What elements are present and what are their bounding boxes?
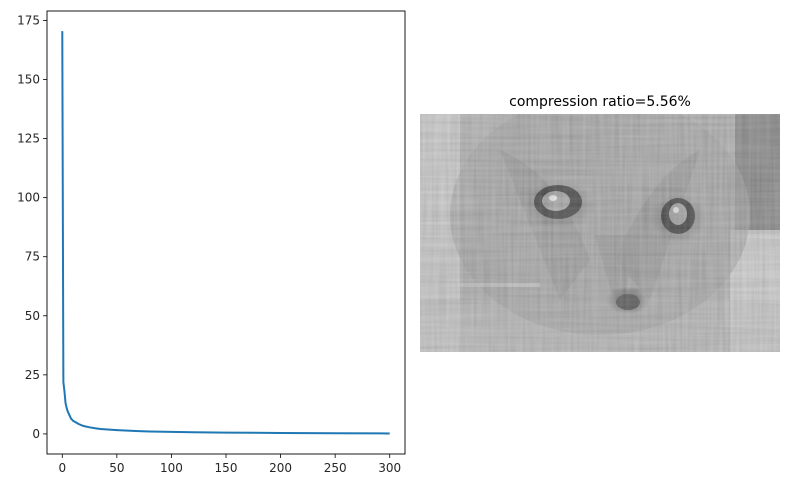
y-tick-label: 150 — [17, 73, 40, 87]
y-tick-label: 100 — [17, 191, 40, 205]
compression-title: compression ratio=5.56% — [509, 94, 691, 110]
singular-values-plot: 0 25 50 75 100 125 150 175 0 50 100 150 200 250 300 — [17, 10, 406, 475]
singular-values-line — [61, 31, 390, 435]
y-tick-label: 0 — [32, 427, 40, 441]
x-tick-label: 200 — [269, 461, 292, 475]
x-tick-label: 300 — [378, 461, 401, 475]
y-tick-label: 125 — [17, 132, 40, 146]
x-tick-label: 50 — [109, 461, 124, 475]
x-tick-label: 100 — [160, 461, 183, 475]
x-tick-label: 150 — [215, 461, 238, 475]
x-tick-label: 0 — [58, 461, 66, 475]
plot-frame — [46, 10, 406, 455]
x-tick-label: 250 — [324, 461, 347, 475]
y-tick-label: 75 — [25, 250, 40, 264]
plot-area — [47, 11, 405, 454]
y-tick-label: 175 — [17, 13, 40, 27]
y-tick-label: 25 — [25, 368, 40, 382]
y-tick-label: 50 — [25, 309, 40, 323]
compressed-image-panel: compression ratio=5.56% — [420, 94, 780, 352]
y-axis-ticks: 0 25 50 75 100 125 150 175 — [17, 13, 47, 441]
x-axis-ticks: 0 50 100 150 200 250 300 — [58, 454, 401, 475]
compressed-cat-image — [420, 114, 780, 352]
